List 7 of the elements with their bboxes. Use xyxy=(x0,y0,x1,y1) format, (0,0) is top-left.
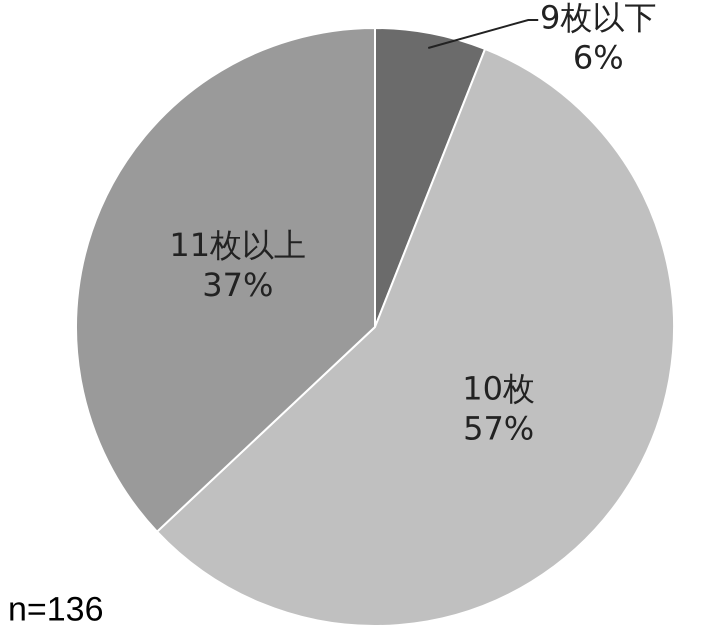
data-label: 6% xyxy=(572,38,624,76)
slice-label: 11枚以上 xyxy=(169,226,306,264)
text: n=136 xyxy=(8,590,104,628)
slice-label: 10枚 xyxy=(462,369,536,408)
data-label: 57% xyxy=(463,409,534,448)
data-label: 37% xyxy=(202,266,274,304)
slice-label: 9枚以下 xyxy=(540,0,656,36)
